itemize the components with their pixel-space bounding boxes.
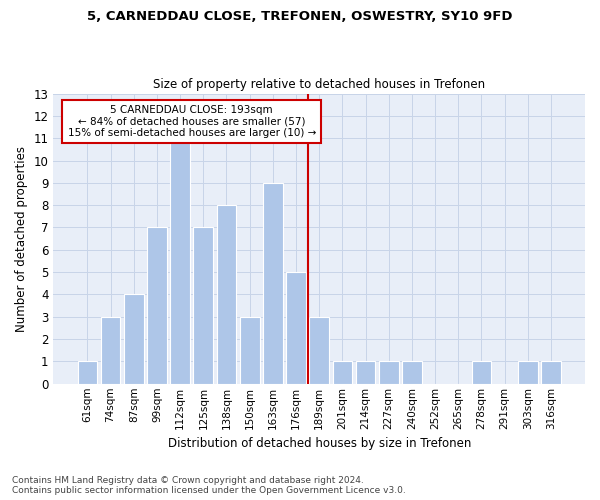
Bar — [193, 228, 213, 384]
X-axis label: Distribution of detached houses by size in Trefonen: Distribution of detached houses by size … — [167, 437, 471, 450]
Y-axis label: Number of detached properties: Number of detached properties — [15, 146, 28, 332]
Bar — [77, 362, 97, 384]
Bar — [217, 205, 236, 384]
Bar — [472, 362, 491, 384]
Bar — [240, 317, 260, 384]
Bar — [356, 362, 376, 384]
Text: 5 CARNEDDAU CLOSE: 193sqm
← 84% of detached houses are smaller (57)
15% of semi-: 5 CARNEDDAU CLOSE: 193sqm ← 84% of detac… — [68, 104, 316, 138]
Bar — [170, 138, 190, 384]
Bar — [263, 183, 283, 384]
Bar — [332, 362, 352, 384]
Text: Contains HM Land Registry data © Crown copyright and database right 2024.
Contai: Contains HM Land Registry data © Crown c… — [12, 476, 406, 495]
Title: Size of property relative to detached houses in Trefonen: Size of property relative to detached ho… — [153, 78, 485, 91]
Bar — [101, 317, 121, 384]
Bar — [541, 362, 561, 384]
Text: 5, CARNEDDAU CLOSE, TREFONEN, OSWESTRY, SY10 9FD: 5, CARNEDDAU CLOSE, TREFONEN, OSWESTRY, … — [87, 10, 513, 23]
Bar — [310, 317, 329, 384]
Bar — [379, 362, 398, 384]
Bar — [147, 228, 167, 384]
Bar — [124, 294, 143, 384]
Bar — [402, 362, 422, 384]
Bar — [518, 362, 538, 384]
Bar — [286, 272, 306, 384]
